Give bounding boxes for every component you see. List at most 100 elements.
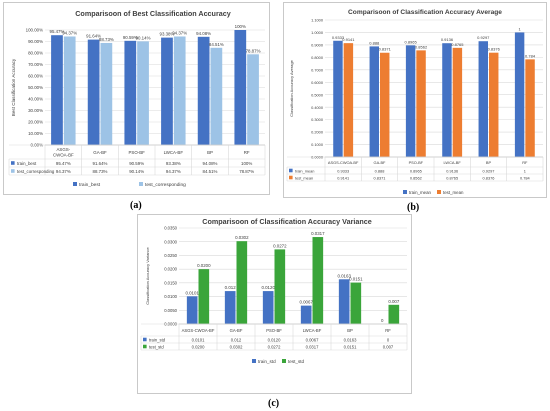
chart-b-data-label: 0.784 (525, 53, 536, 58)
chart-b-bar-test_mean (489, 52, 499, 158)
chart-a-table-swatch (11, 169, 15, 173)
chart-c-table-cell: 0.0302 (230, 344, 243, 349)
chart-b-ytick-label: 0.2000 (311, 130, 324, 135)
chart-b-bar-train_mean (405, 45, 416, 157)
chart-a-table-row-label: train_best (17, 161, 37, 166)
chart-b-bar-test_mean (343, 43, 354, 157)
chart-c-ytick-label: 0.0050 (164, 308, 177, 313)
chart-a-title: Comparisoon of Best Classification Accur… (75, 9, 231, 18)
chart-c-table-cell: 0.0067 (306, 337, 319, 342)
chart-c-bar-test_std (312, 237, 324, 324)
chart-c-table-cell: 0.0101 (192, 337, 205, 342)
chart-a-bar-test_corresponding (247, 54, 259, 145)
chart-b: Comparisoon of Classification Accuracy A… (283, 2, 547, 198)
chart-a-table-cell: 90.59% (129, 161, 144, 166)
chart-c-bar-test_std (198, 269, 210, 324)
chart-a-data-label: 90.14% (136, 35, 151, 40)
chart-a: Comparisoon of Best Classification Accur… (3, 2, 270, 195)
chart-a-ytick-label: 100.00% (26, 28, 43, 33)
chart-a-legend-swatch (73, 182, 77, 186)
chart-b-ytick-label: 0.8000 (311, 55, 324, 60)
chart-c-table-cell: 0.0151 (344, 344, 357, 349)
chart-b-table-cell: 0.8765 (446, 175, 458, 180)
chart-a-ytick-label: 40.00% (28, 97, 43, 102)
chart-c-bar-train_std (186, 296, 198, 324)
chart-a-data-label: 93.38% (160, 32, 175, 37)
chart-b-data-label: 0.8965 (404, 39, 417, 44)
chart-a-svg: Comparisoon of Best Classification Accur… (8, 9, 266, 188)
chart-a-legend-label: test_corresponding (145, 182, 186, 188)
chart-c-bar-test_std (388, 304, 400, 324)
chart-c-bar-test_std (350, 282, 362, 324)
chart-c-table-swatch (143, 337, 147, 342)
chart-a-bar-train_best (197, 36, 210, 145)
chart-a-bar-test_corresponding (173, 36, 186, 145)
chart-b-title: Comparisoon of Classification Accuracy A… (348, 9, 502, 16)
chart-c-ytick-label: 0.0150 (164, 280, 177, 285)
chart-a-table-cell: 90.14% (129, 169, 144, 174)
chart-a-data-label: 95.47% (50, 29, 65, 34)
chart-c-data-label: 0.0200 (197, 263, 211, 268)
chart-c: Comparisoon of Classification Accuracy V… (137, 214, 412, 394)
panel-label-a: (a) (130, 200, 142, 211)
chart-c-table-cell: 0.012 (231, 337, 242, 342)
chart-b-ytick-label: 0.1000 (311, 142, 324, 147)
chart-b-bar-test_mean (416, 50, 426, 157)
chart-c-data-label: 0.0302 (235, 235, 249, 240)
chart-b-category-label: RF (522, 160, 528, 165)
chart-a-table-cell: 91.64% (93, 161, 108, 166)
chart-a-legend-swatch (139, 182, 143, 186)
chart-b-table-cell: 1 (524, 168, 526, 173)
chart-a-table-swatch (11, 161, 15, 165)
chart-a-table-cell: 94.37% (56, 169, 71, 174)
chart-a-bar-train_best (234, 30, 247, 145)
chart-c-legend-label: train_std (258, 359, 276, 364)
chart-a-category-label: PSO-BF (128, 150, 145, 155)
chart-b-table-cell: 0.784 (520, 175, 531, 180)
chart-b-legend-swatch (403, 190, 407, 194)
chart-b-data-label: 0.8371 (379, 47, 392, 52)
chart-b-table-cell: 0.9136 (446, 168, 458, 173)
chart-c-category-label: PSO-BF (266, 328, 282, 333)
chart-b-data-label: 0.9136 (441, 37, 454, 42)
chart-c-table-cell: 0.0272 (268, 344, 281, 349)
chart-b-data-label: 0.9333 (332, 35, 345, 40)
chart-b-bar-test_mean (380, 52, 390, 158)
chart-b-table-swatch (289, 175, 293, 180)
chart-b-bar-test_mean (525, 59, 535, 157)
chart-b-bar-train_mean (369, 46, 379, 157)
chart-a-ytick-label: 10.00% (28, 131, 43, 136)
chart-b-table-swatch (289, 168, 293, 173)
chart-a-data-label: 88.73% (99, 37, 114, 42)
chart-c-category-label: ASGS-CWOA-BF (182, 328, 215, 333)
chart-a-table-cell: 84.51% (203, 169, 218, 174)
chart-a-data-label: 90.59% (123, 35, 138, 40)
chart-a-ytick-label: 70.00% (28, 62, 43, 67)
chart-b-table-row-label: test_mean (295, 175, 313, 180)
chart-b-data-label: 0.888 (369, 40, 380, 45)
chart-a-table-cell: 95.47% (56, 161, 71, 166)
chart-a-table-cell: 94.08% (203, 161, 218, 166)
chart-c-ylabel: Classification Accuracy Variance (145, 246, 150, 304)
chart-a-table-cell: 94.37% (166, 169, 181, 174)
chart-b-bar-train_mean (478, 41, 488, 157)
chart-a-bar-train_best (87, 39, 100, 145)
chart-a-frame (3, 2, 270, 195)
chart-c-title: Comparisoon of Classification Accuracy V… (202, 217, 372, 226)
chart-c-bar-test_std (274, 249, 286, 324)
chart-c-data-label: 0.0272 (273, 243, 287, 248)
chart-a-bar-train_best (161, 37, 173, 145)
chart-c-ytick-label: 0.0250 (164, 253, 177, 258)
chart-a-ytick-label: 50.00% (28, 85, 43, 90)
chart-b-data-label: 0.9141 (342, 37, 355, 42)
chart-c-table-row-label: test_std (149, 344, 164, 349)
chart-b-ytick-label: 0.5000 (311, 92, 324, 97)
chart-b-data-label: 0.8562 (415, 44, 428, 49)
chart-b-legend-label: test_mean (443, 190, 464, 195)
chart-b-ytick-label: 1.1000 (311, 18, 324, 23)
chart-b-svg: Comparisoon of Classification Accuracy A… (286, 9, 544, 195)
panel-label-b: (b) (407, 202, 420, 213)
chart-c-category-label: GA-BF (230, 328, 243, 333)
chart-c-ytick-label: 0.0200 (164, 267, 177, 272)
chart-c-category-label: LWCA-BF (303, 328, 322, 333)
